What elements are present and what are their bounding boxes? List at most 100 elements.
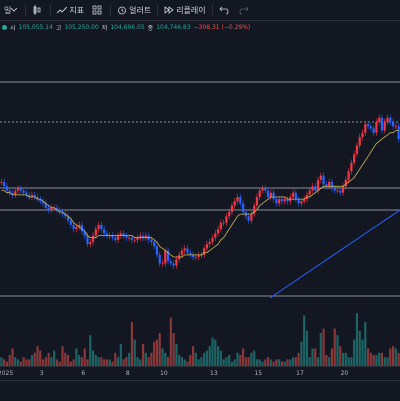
candle-body (366, 124, 370, 127)
volume-bar (222, 359, 225, 366)
volume-bar (250, 352, 253, 366)
candle-body (253, 205, 256, 215)
volume-bar (175, 344, 178, 366)
alarm-clock-icon (118, 6, 127, 15)
high-label: 고 (55, 24, 62, 32)
interval-button[interactable]: 일 (0, 0, 23, 20)
alerts-button[interactable]: 얼러트 (113, 0, 155, 20)
volume-bar (211, 337, 214, 366)
volume-bar (105, 359, 109, 366)
volume-bar (125, 357, 128, 366)
candle-body (205, 244, 209, 249)
candle-body (383, 122, 386, 131)
volume-bar (44, 357, 47, 366)
candle-body (128, 237, 131, 239)
candle-body (153, 242, 156, 247)
volume-bar (172, 333, 175, 366)
volume-bar (61, 346, 64, 366)
candle-body (350, 162, 353, 172)
volume-bar (166, 357, 170, 366)
candle-body (353, 154, 356, 163)
candle-body (303, 199, 306, 202)
candle-body (278, 199, 281, 204)
candle-body (180, 250, 184, 255)
volume-bar (275, 359, 278, 366)
volume-bar (11, 348, 14, 366)
candle-body (72, 224, 75, 230)
volume-bar (228, 355, 231, 366)
volume-bar (383, 357, 386, 366)
ohlc-legend: 시 105,055.14 고 105,250.00 저 104,696.05 종 104… (2, 21, 250, 33)
time-axis[interactable]: 2025 3 6 8 10 13 15 17 20 (0, 366, 400, 381)
volume-bar (353, 339, 356, 366)
candle-body (164, 250, 167, 264)
volume-bar (58, 361, 61, 366)
candle-body (0, 182, 3, 183)
volume-bar (197, 359, 200, 366)
candle-body (130, 237, 134, 240)
volume-bar (80, 357, 84, 366)
indicators-button[interactable]: 지표 (53, 0, 88, 20)
volume-bar (94, 355, 97, 366)
chart-type-button[interactable] (28, 0, 48, 20)
redo-button[interactable] (235, 0, 255, 20)
volume-bar (378, 352, 381, 366)
volume-bar (3, 359, 6, 366)
toolbar-divider (211, 4, 213, 16)
volume-bar (394, 348, 397, 366)
candle-body (169, 261, 172, 264)
candle-body (394, 126, 397, 128)
candle-body (341, 186, 345, 193)
volume-bar (314, 348, 317, 366)
trend-line (269, 209, 400, 299)
candle-body (322, 175, 325, 185)
candle-body (358, 137, 361, 146)
candle-body (47, 207, 50, 210)
volume-bar (216, 346, 220, 366)
candle-body (286, 199, 289, 202)
indicators-label: 지표 (69, 5, 85, 15)
candle-body (391, 122, 395, 127)
volume-bar (116, 357, 120, 366)
candle-body (319, 175, 322, 180)
volume-bar (89, 335, 92, 366)
volume-bar (83, 348, 86, 366)
price-chart[interactable] (0, 0, 400, 366)
candle-body (300, 201, 303, 204)
volume-bar (261, 361, 264, 366)
templates-button[interactable] (88, 0, 108, 20)
candle-body (39, 199, 42, 202)
volume-bar (72, 359, 75, 366)
volume-bar (366, 348, 370, 366)
candle-body (250, 214, 253, 221)
volume-bar (47, 352, 50, 366)
undo-button[interactable] (215, 0, 235, 20)
volume-bar (369, 352, 372, 366)
volume-bar (39, 350, 42, 366)
candle-body (33, 194, 36, 197)
volume-bar (341, 352, 345, 366)
volume-bar (361, 339, 364, 366)
candle-body (264, 188, 267, 191)
candle-body (355, 145, 359, 155)
volume-bar (130, 322, 134, 366)
chevron-down-icon (11, 8, 18, 12)
volume-bar (247, 357, 250, 366)
candle-body (266, 190, 270, 197)
candle-body (89, 242, 92, 245)
replay-button[interactable]: 리플레이 (160, 0, 209, 20)
volume-bar (136, 357, 139, 366)
volume-bar (311, 348, 314, 366)
volume-bar (289, 359, 292, 366)
volume-bar (36, 346, 39, 366)
volume-bar (191, 346, 195, 366)
volume-bar (308, 357, 311, 366)
volume-bar (330, 348, 334, 366)
candle-body (105, 233, 109, 236)
candle-body (397, 126, 400, 140)
candle-body (80, 224, 84, 232)
candle-body (8, 190, 11, 193)
candle-body (83, 231, 86, 236)
volume-bar (186, 361, 189, 366)
volume-bar (161, 348, 164, 366)
